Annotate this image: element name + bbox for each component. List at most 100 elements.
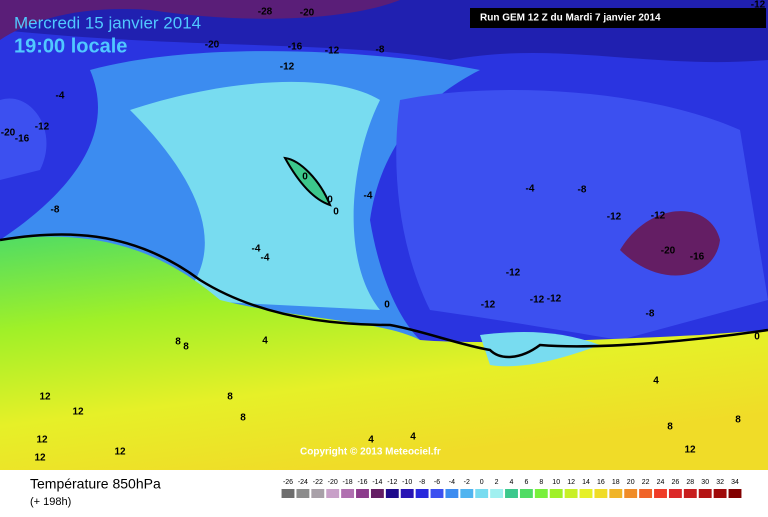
- legend-tick-label: -26: [283, 479, 293, 486]
- legend-swatch: [356, 489, 369, 498]
- legend-tick-label: 18: [612, 479, 620, 486]
- contour-label: 4: [410, 432, 416, 443]
- contour-labels: -28 -20-20 -16 -12 -8-12-4-12-20-16-8000-4-4…: [1, 0, 766, 464]
- contour-label: 0: [333, 207, 339, 218]
- footer-title: Température 850hPa: [30, 476, 161, 492]
- legend-swatch: [311, 489, 325, 498]
- contour-label: -4: [261, 253, 270, 264]
- legend-tick-label: -8: [419, 479, 425, 486]
- contour-label: -16: [15, 134, 30, 145]
- contour-label: -12: [280, 62, 295, 73]
- contour-label: -12: [530, 295, 545, 306]
- legend-tick-label: -20: [328, 479, 338, 486]
- contour-label: -4: [526, 184, 535, 195]
- legend-swatch: [579, 489, 593, 498]
- contour-label: -4: [56, 91, 65, 102]
- legend-tick-label: 0: [480, 479, 484, 486]
- legend-swatch: [728, 489, 742, 498]
- legend-tick-label: -10: [402, 479, 412, 486]
- legend-swatch: [624, 489, 638, 498]
- legend-swatch: [430, 489, 444, 498]
- legend-swatch: [683, 489, 697, 498]
- legend-tick-label: 24: [657, 479, 665, 486]
- contour-label: 12: [34, 453, 46, 464]
- legend-swatch: [668, 489, 682, 498]
- map-fill: [0, 0, 768, 470]
- contour-label: -20: [661, 246, 676, 257]
- legend-swatch: [475, 489, 489, 498]
- contour-label: -12: [506, 268, 521, 279]
- contour-label: 12: [36, 435, 48, 446]
- contour-label: 8: [227, 392, 233, 403]
- contour-label: 0: [327, 195, 333, 206]
- contour-label: -8: [51, 205, 60, 216]
- contour-label: -16: [288, 42, 303, 53]
- run-info: Run GEM 12 Z du Mardi 7 janvier 2014: [480, 13, 661, 24]
- legend-swatch: [505, 489, 518, 498]
- legend-tick-label: 28: [686, 479, 694, 486]
- contour-label: -28: [258, 7, 273, 18]
- contour-label: 8: [735, 415, 741, 426]
- contour-label: -8: [578, 185, 587, 196]
- run-box: [470, 8, 766, 28]
- map-title: Mercredi 15 janvier 2014: [14, 13, 201, 32]
- contour-label: 8: [667, 422, 673, 433]
- legend-swatch: [594, 489, 608, 498]
- map-time: 19:00 locale: [14, 35, 127, 57]
- legend-tick-label: 22: [642, 479, 650, 486]
- legend-swatch: [698, 489, 712, 498]
- legend-swatch: [519, 489, 533, 498]
- legend-swatch: [385, 489, 399, 498]
- contour-label: -20: [1, 128, 16, 139]
- legend-tick-label: -18: [343, 479, 353, 486]
- legend-swatch: [549, 489, 563, 498]
- legend-swatch: [296, 489, 310, 498]
- legend-tick-label: 10: [552, 479, 560, 486]
- legend-tick-label: -6: [434, 479, 440, 486]
- legend-swatch: [639, 489, 653, 498]
- contour-label: 0: [384, 300, 390, 311]
- contour-label: 4: [653, 376, 659, 387]
- footer-lead: (+ 198h): [30, 496, 71, 508]
- legend-swatch: [341, 489, 355, 498]
- legend-tick-label: 20: [627, 479, 635, 486]
- legend-swatch: [281, 489, 295, 498]
- contour-label: 8: [175, 337, 181, 348]
- contour-label: -20: [205, 40, 220, 51]
- legend-swatch: [326, 489, 340, 498]
- legend-tick-label: 2: [495, 479, 499, 486]
- legend-swatch: [609, 489, 623, 498]
- contour-label: -8: [646, 309, 655, 320]
- contour-label: -8: [376, 45, 385, 56]
- contour-label: 8: [183, 342, 189, 353]
- contour-label: -12: [325, 46, 340, 57]
- contour-label: -12: [35, 122, 50, 133]
- legend-tick-label: -22: [313, 479, 323, 486]
- legend-swatch: [415, 489, 429, 498]
- legend-tick-label: 6: [524, 479, 528, 486]
- legend-tick-label: 30: [701, 479, 709, 486]
- legend-tick-label: -12: [387, 479, 397, 486]
- legend-swatch: [654, 489, 667, 498]
- legend-tick-label: 12: [567, 479, 575, 486]
- contour-label: 4: [368, 435, 374, 446]
- legend-tick-label: 16: [597, 479, 605, 486]
- contour-label: 8: [240, 413, 246, 424]
- legend-swatch: [490, 489, 504, 498]
- contour-label: -4: [364, 191, 373, 202]
- contour-label: 12: [114, 447, 126, 458]
- legend-tick-label: 34: [731, 479, 739, 486]
- legend-swatch: [400, 489, 414, 498]
- legend-tick-label: -14: [372, 479, 382, 486]
- legend-tick-label: 8: [539, 479, 543, 486]
- legend-swatch: [445, 489, 459, 498]
- legend-swatch: [460, 489, 474, 498]
- color-legend: -26 -24 -22 -20 -18 -16 -14 -12 -10 -8 -6 -4 -2 0 2 4 6 8…: [281, 479, 742, 498]
- contour-label: 0: [754, 332, 760, 343]
- legend-swatch: [564, 489, 578, 498]
- contour-label: 4: [262, 336, 268, 347]
- contour-label: -20: [300, 8, 315, 19]
- contour-label: -4: [252, 244, 261, 255]
- contour-label: 12: [72, 407, 84, 418]
